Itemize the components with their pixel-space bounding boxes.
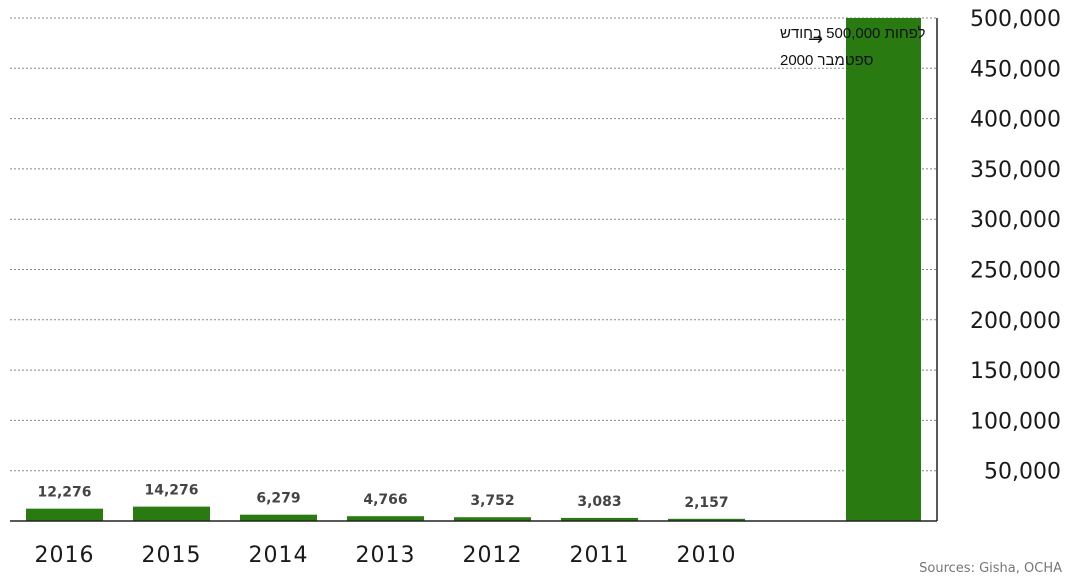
- bar: [454, 517, 531, 521]
- x-tick-label: 2012: [463, 543, 523, 568]
- bar: [846, 18, 921, 521]
- data-label: 14,276: [144, 483, 198, 499]
- y-tick-label: 400,000: [970, 108, 1061, 133]
- x-tick-labels: 2016 2015 2014 2013 2012 2011 2010: [35, 543, 737, 568]
- y-tick-labels: 50,000 100,000 150,000 200,000 250,000 300,00…: [970, 7, 1061, 485]
- data-label: 2,157: [684, 495, 728, 511]
- y-tick-label: 100,000: [970, 409, 1061, 434]
- data-label: 3,752: [470, 493, 514, 509]
- bar: [347, 516, 424, 521]
- annotation-line-2: ספטמבר 2000: [780, 52, 874, 69]
- y-tick-label: 150,000: [970, 359, 1061, 384]
- bar: [26, 508, 103, 521]
- data-label: 12,276: [37, 485, 91, 501]
- bar: [668, 518, 745, 521]
- x-tick-label: 2015: [142, 543, 202, 568]
- x-tick-label: 2016: [35, 543, 95, 568]
- annotation: לפחות 500,000 בחודש ספטמבר 2000 →: [780, 25, 926, 69]
- annotation-arrow-icon: →: [808, 29, 823, 50]
- bar: [561, 517, 638, 521]
- y-tick-label: 350,000: [970, 158, 1061, 183]
- x-tick-label: 2010: [677, 543, 737, 568]
- y-tick-label: 200,000: [970, 309, 1061, 334]
- data-label: 6,279: [256, 491, 300, 507]
- bars: [26, 18, 921, 521]
- y-tick-label: 450,000: [970, 57, 1061, 82]
- x-tick-label: 2014: [249, 543, 309, 568]
- data-label: 4,766: [363, 492, 407, 508]
- data-label: 3,083: [577, 494, 621, 510]
- y-tick-label: 250,000: [970, 259, 1061, 284]
- bar: [240, 514, 317, 521]
- y-tick-label: 500,000: [970, 7, 1061, 32]
- x-tick-label: 2013: [356, 543, 416, 568]
- y-tick-label: 300,000: [970, 208, 1061, 233]
- data-labels: 12,276 14,276 6,279 4,766 3,752 3,083 2,157: [37, 483, 728, 511]
- y-tick-label: 50,000: [984, 460, 1061, 485]
- x-tick-label: 2011: [570, 543, 630, 568]
- annotation-line-1: לפחות 500,000 בחודש: [780, 25, 926, 42]
- gridlines: [10, 17, 937, 472]
- bar: [133, 506, 210, 521]
- source-note: Sources: Gisha, OCHA: [919, 561, 1062, 576]
